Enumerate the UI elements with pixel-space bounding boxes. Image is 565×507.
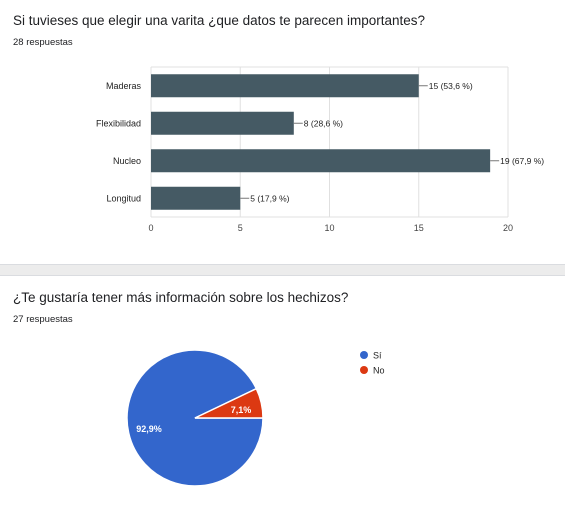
x-tick-label: 10 [324, 223, 334, 233]
bar [151, 186, 241, 210]
data-label: 8 (28,6 %) [304, 118, 343, 128]
bar [151, 74, 419, 98]
data-label: 5 (17,9 %) [250, 193, 289, 203]
pie-slice [194, 387, 264, 419]
category-label: Flexibilidad [96, 118, 141, 128]
legend-label: No [373, 366, 385, 376]
data-label: 19 (67,9 %) [500, 156, 544, 166]
x-tick-label: 20 [503, 223, 513, 233]
pie-chart: 92,9% 7,1% Sí No [126, 349, 385, 487]
response-count: 28 respuestas [13, 37, 73, 48]
bar-chart: 0 5 10 15 20 Maderas 15 (53,6 %) Flexibilidad 8 … [96, 66, 544, 233]
slice-label: 92,9% [136, 424, 162, 434]
x-tick-label: 5 [238, 223, 243, 233]
section-divider [0, 264, 565, 276]
legend-marker [360, 366, 368, 374]
question-title: Si tuvieses que elegir una varita ¿que d… [13, 13, 425, 28]
category-label: Longitud [106, 193, 141, 203]
slice-label: 7,1% [231, 405, 252, 415]
legend-marker [360, 351, 368, 359]
bar [151, 149, 491, 173]
category-label: Nucleo [113, 156, 141, 166]
bar [151, 111, 294, 135]
question-card-hechizos: ¿Te gustaría tener más información sobre… [0, 276, 565, 507]
x-tick-label: 0 [148, 223, 153, 233]
data-label: 15 (53,6 %) [429, 81, 473, 91]
question-title: ¿Te gustaría tener más información sobre… [13, 290, 349, 305]
legend-label: Sí [373, 351, 382, 361]
response-count: 27 respuestas [13, 314, 73, 325]
x-tick-label: 15 [414, 223, 424, 233]
category-label: Maderas [106, 81, 142, 91]
question-card-varita: Si tuvieses que elegir una varita ¿que d… [13, 13, 545, 233]
